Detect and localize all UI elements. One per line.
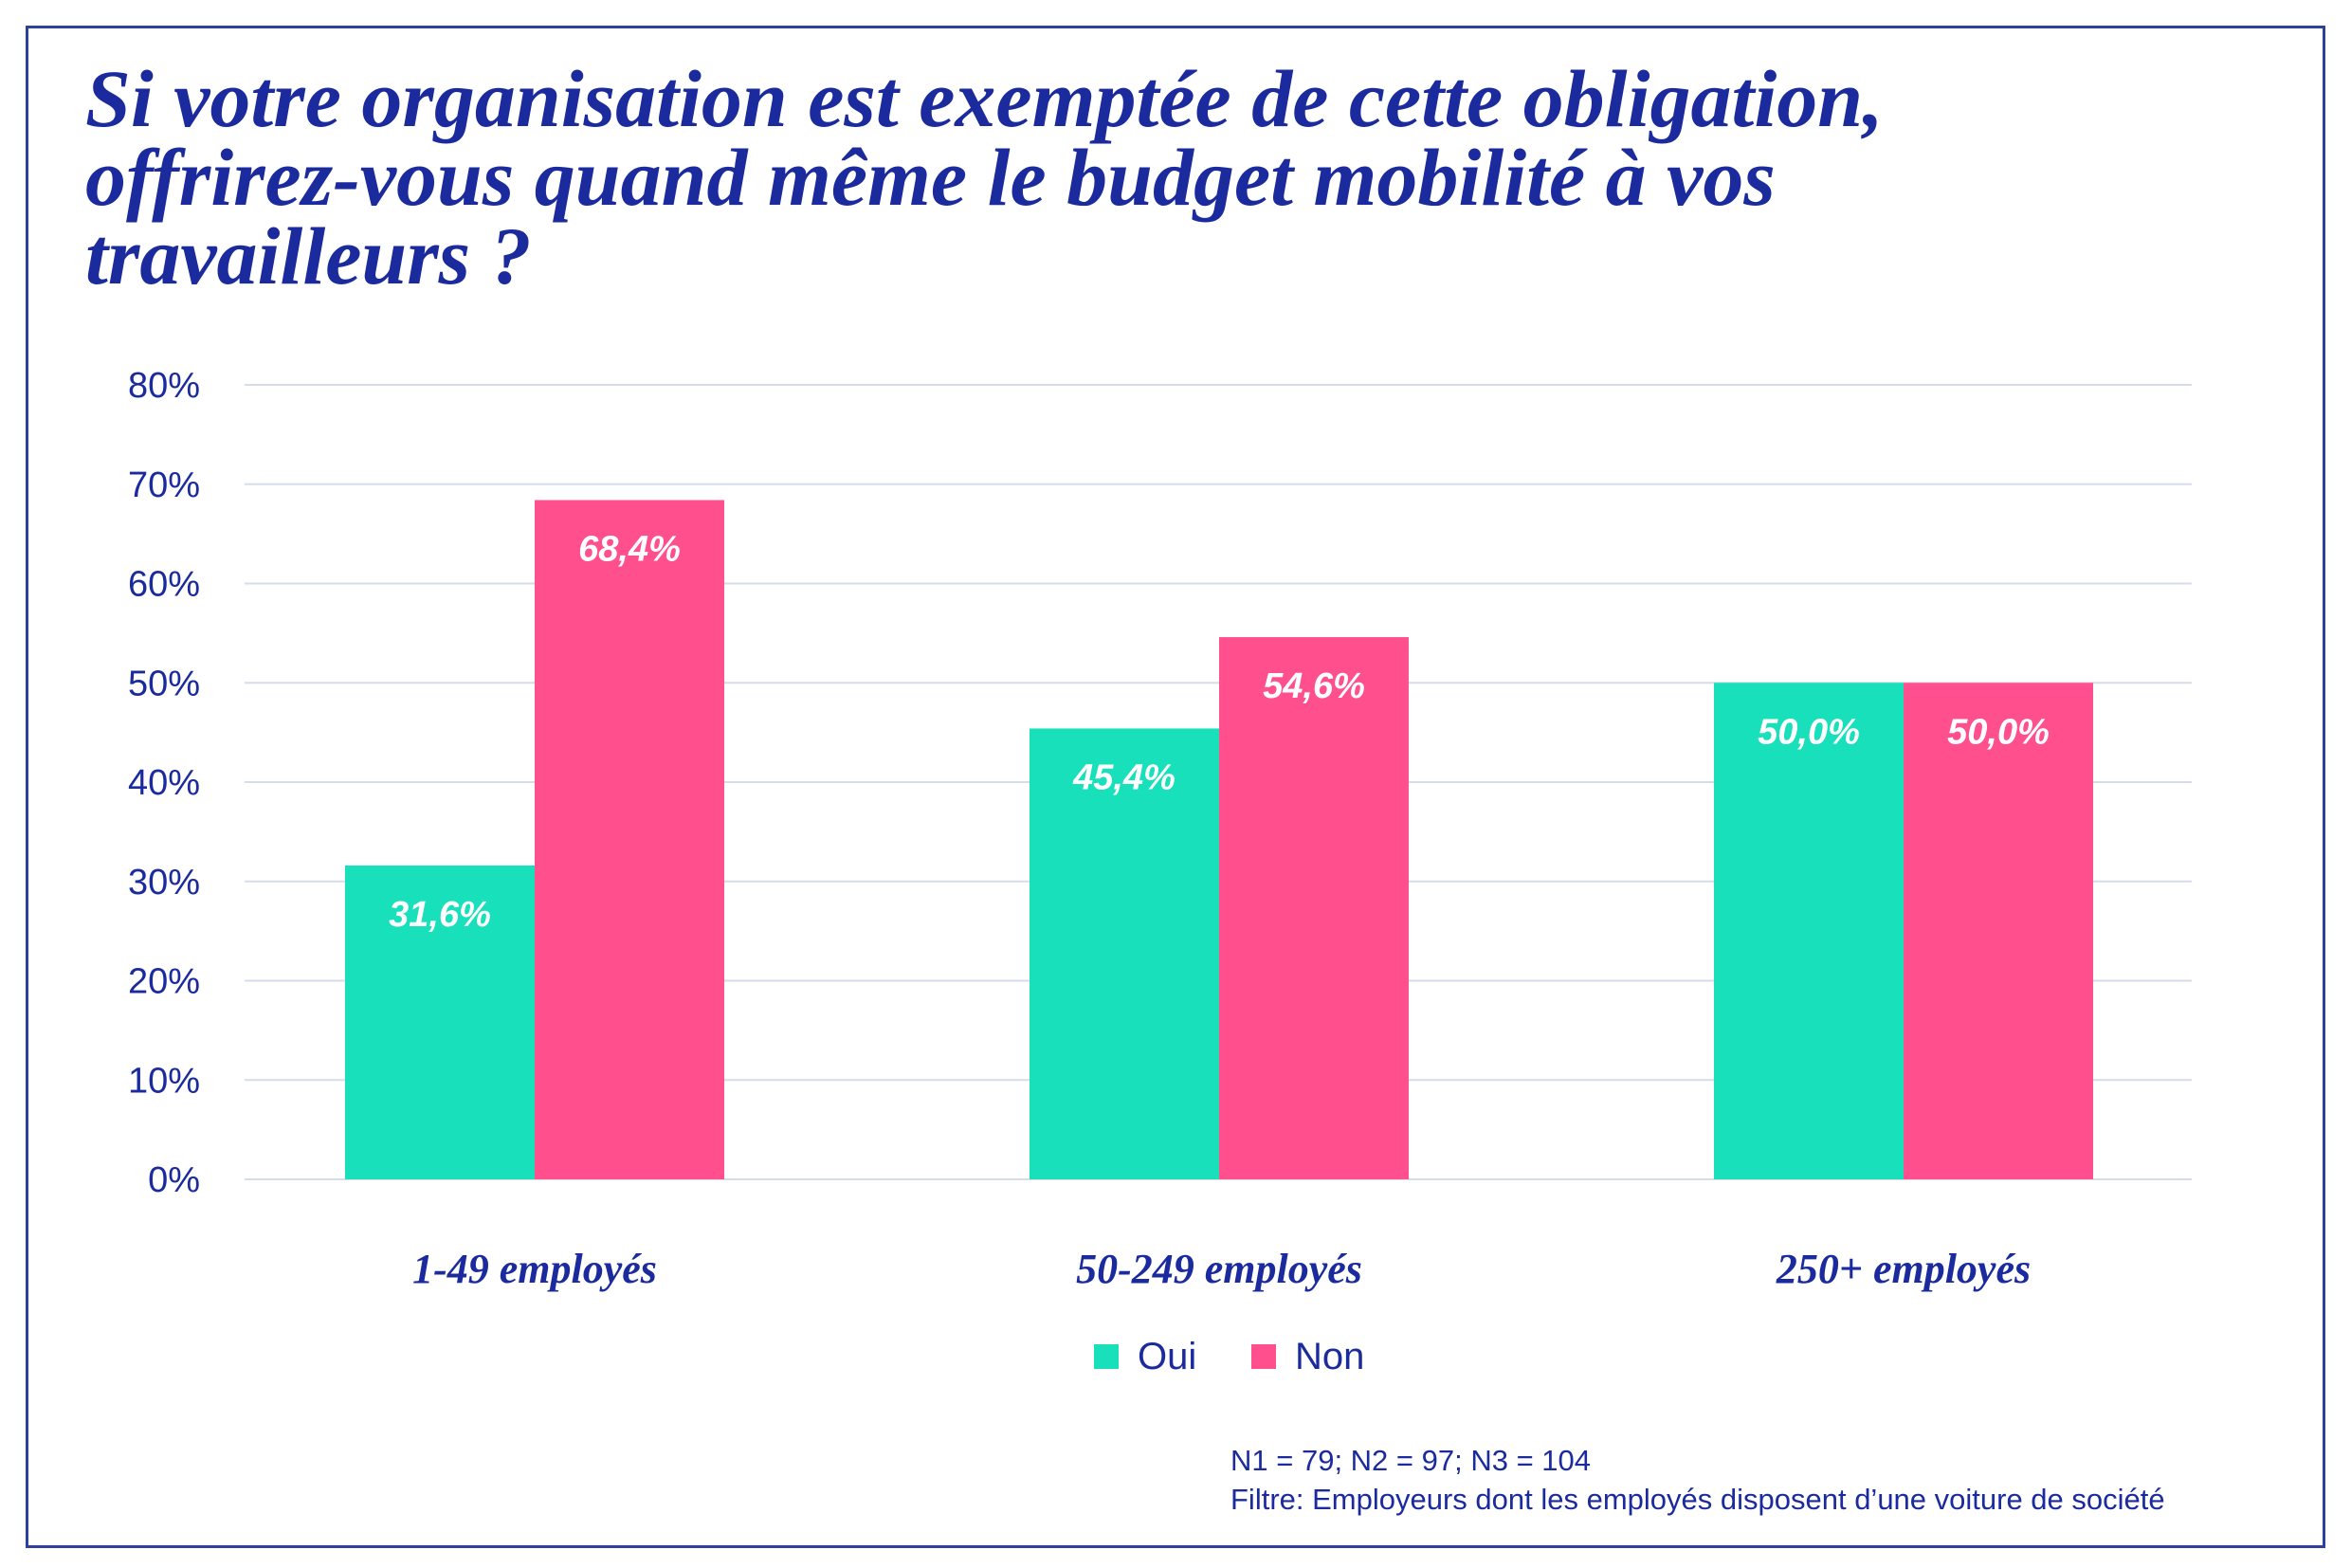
legend-label-non: Non — [1295, 1336, 1365, 1377]
y-tick-label: 50% — [128, 664, 200, 703]
y-tick-label: 40% — [128, 763, 200, 803]
bar-oui-3 — [1714, 683, 1904, 1179]
footnotes: N1 = 79; N2 = 97; N3 = 104 Filtre: Emplo… — [1230, 1441, 2165, 1519]
chart-frame — [26, 26, 2325, 1548]
bar-oui-1 — [345, 865, 535, 1179]
legend-label-oui: Oui — [1138, 1336, 1197, 1377]
bar-non-3 — [1904, 683, 2093, 1179]
category-label: 250+ employés — [1776, 1246, 2031, 1292]
footnote-filter: Filtre: Employeurs dont les employés dis… — [1230, 1483, 2165, 1516]
legend-item-non: Non — [1251, 1338, 1364, 1376]
value-label-non-2: 54,6% — [1263, 666, 1365, 706]
category-label: 1-49 employés — [412, 1246, 657, 1292]
value-label-oui-3: 50,0% — [1758, 712, 1860, 752]
value-label-non-3: 50,0% — [1947, 712, 2050, 752]
legend-swatch-non — [1251, 1344, 1276, 1369]
y-tick-label: 70% — [128, 465, 200, 505]
y-tick-label: 10% — [128, 1061, 200, 1101]
footnote-sample-sizes: N1 = 79; N2 = 97; N3 = 104 — [1230, 1444, 1592, 1477]
y-tick-label: 0% — [148, 1160, 200, 1200]
legend-item-oui: Oui — [1094, 1338, 1196, 1376]
value-label-non-1: 68,4% — [578, 530, 681, 570]
y-tick-label: 80% — [128, 366, 200, 406]
y-tick-label: 60% — [128, 565, 200, 605]
bar-non-2 — [1219, 637, 1409, 1179]
value-label-oui-2: 45,4% — [1072, 757, 1176, 797]
bar-oui-2 — [1030, 728, 1219, 1179]
y-tick-label: 20% — [128, 962, 200, 1002]
chart-title: Si votre organisation est exemptée de ce… — [85, 53, 1884, 301]
category-label: 50-249 employés — [1076, 1246, 1362, 1292]
legend-swatch-oui — [1094, 1344, 1119, 1369]
bar-non-1 — [535, 500, 724, 1179]
y-tick-label: 30% — [128, 863, 200, 903]
value-label-oui-1: 31,6% — [389, 895, 491, 935]
